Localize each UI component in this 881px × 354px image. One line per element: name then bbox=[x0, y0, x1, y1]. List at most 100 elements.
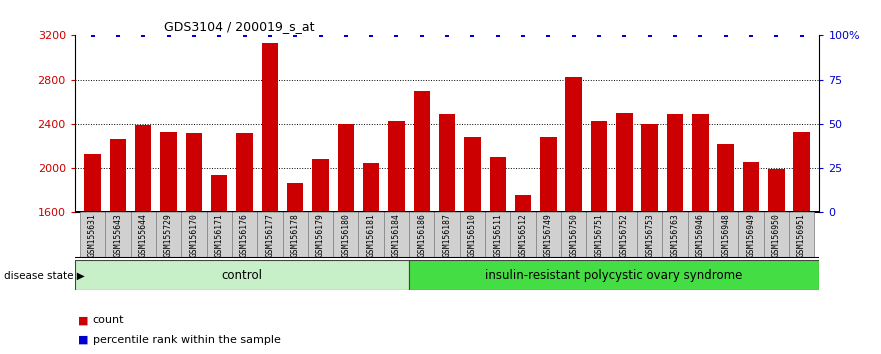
Bar bbox=[156, 211, 181, 258]
Bar bbox=[637, 211, 663, 258]
Text: count: count bbox=[93, 315, 124, 325]
Bar bbox=[663, 211, 688, 258]
Bar bbox=[232, 211, 257, 258]
Bar bbox=[641, 124, 658, 354]
Text: GSM156753: GSM156753 bbox=[645, 213, 655, 257]
Point bbox=[618, 33, 632, 38]
Bar bbox=[262, 43, 278, 354]
Point bbox=[111, 33, 125, 38]
Text: GSM156184: GSM156184 bbox=[392, 213, 401, 257]
Text: GSM156949: GSM156949 bbox=[746, 213, 756, 257]
Bar bbox=[363, 162, 380, 354]
Point bbox=[212, 33, 226, 38]
Bar bbox=[333, 211, 359, 258]
Bar bbox=[110, 139, 126, 354]
Point bbox=[288, 33, 302, 38]
Bar bbox=[409, 260, 819, 290]
Point bbox=[85, 33, 100, 38]
Text: GSM156763: GSM156763 bbox=[670, 213, 679, 257]
Text: disease state ▶: disease state ▶ bbox=[4, 270, 85, 280]
Bar bbox=[439, 114, 455, 354]
Bar bbox=[738, 211, 764, 258]
Text: GSM156752: GSM156752 bbox=[620, 213, 629, 257]
Text: GSM156951: GSM156951 bbox=[797, 213, 806, 257]
Point bbox=[744, 33, 758, 38]
Bar bbox=[105, 211, 130, 258]
Bar bbox=[713, 211, 738, 258]
Point bbox=[516, 33, 530, 38]
Text: percentile rank within the sample: percentile rank within the sample bbox=[93, 335, 280, 345]
Bar bbox=[692, 114, 708, 354]
Bar bbox=[312, 159, 329, 354]
Point bbox=[769, 33, 783, 38]
Text: control: control bbox=[221, 269, 263, 282]
Bar bbox=[566, 78, 582, 354]
Bar bbox=[743, 161, 759, 354]
Bar bbox=[587, 211, 611, 258]
Bar bbox=[515, 195, 531, 354]
Point bbox=[161, 33, 175, 38]
Bar bbox=[287, 183, 303, 354]
Bar bbox=[211, 175, 227, 354]
Text: GSM156512: GSM156512 bbox=[519, 213, 528, 257]
Bar bbox=[186, 133, 202, 354]
Bar bbox=[307, 211, 333, 258]
Text: GSM156181: GSM156181 bbox=[366, 213, 375, 257]
Text: GSM156178: GSM156178 bbox=[291, 213, 300, 257]
Text: GSM156179: GSM156179 bbox=[316, 213, 325, 257]
Bar bbox=[510, 211, 536, 258]
Text: GSM156171: GSM156171 bbox=[215, 213, 224, 257]
Bar bbox=[337, 124, 354, 354]
Text: GSM156948: GSM156948 bbox=[722, 213, 730, 257]
Bar bbox=[359, 211, 384, 258]
Bar bbox=[616, 113, 633, 354]
Text: GSM156749: GSM156749 bbox=[544, 213, 553, 257]
Text: GSM155643: GSM155643 bbox=[114, 213, 122, 257]
Text: GSM155729: GSM155729 bbox=[164, 213, 173, 257]
Bar bbox=[409, 211, 434, 258]
Bar bbox=[561, 211, 587, 258]
Bar bbox=[80, 211, 105, 258]
Point bbox=[541, 33, 555, 38]
Bar bbox=[75, 260, 409, 290]
Text: insulin-resistant polycystic ovary syndrome: insulin-resistant polycystic ovary syndr… bbox=[485, 269, 743, 282]
Text: GSM155644: GSM155644 bbox=[138, 213, 148, 257]
Text: GSM156946: GSM156946 bbox=[696, 213, 705, 257]
Bar bbox=[413, 91, 430, 354]
Text: GSM156510: GSM156510 bbox=[468, 213, 477, 257]
Bar bbox=[206, 211, 232, 258]
Bar bbox=[257, 211, 283, 258]
Bar bbox=[181, 211, 206, 258]
Point bbox=[668, 33, 682, 38]
Bar bbox=[236, 133, 253, 354]
Text: GSM156177: GSM156177 bbox=[265, 213, 274, 257]
Bar bbox=[85, 154, 100, 354]
Text: GSM156950: GSM156950 bbox=[772, 213, 781, 257]
Text: GDS3104 / 200019_s_at: GDS3104 / 200019_s_at bbox=[164, 20, 315, 33]
Bar bbox=[135, 125, 152, 354]
Point bbox=[566, 33, 581, 38]
Point bbox=[364, 33, 378, 38]
Point bbox=[187, 33, 201, 38]
Text: ■: ■ bbox=[78, 315, 88, 325]
Point bbox=[263, 33, 277, 38]
Bar bbox=[611, 211, 637, 258]
Bar bbox=[536, 211, 561, 258]
Text: GSM156176: GSM156176 bbox=[240, 213, 249, 257]
Point bbox=[491, 33, 505, 38]
Text: GSM156511: GSM156511 bbox=[493, 213, 502, 257]
Point bbox=[339, 33, 353, 38]
Bar bbox=[460, 211, 485, 258]
Point bbox=[415, 33, 429, 38]
Bar bbox=[768, 169, 784, 354]
Bar bbox=[667, 114, 684, 354]
Bar bbox=[688, 211, 713, 258]
Bar bbox=[764, 211, 789, 258]
Point bbox=[693, 33, 707, 38]
Text: GSM156186: GSM156186 bbox=[418, 213, 426, 257]
Point bbox=[314, 33, 328, 38]
Text: GSM155631: GSM155631 bbox=[88, 213, 97, 257]
Bar bbox=[490, 157, 506, 354]
Bar bbox=[485, 211, 510, 258]
Bar bbox=[434, 211, 460, 258]
